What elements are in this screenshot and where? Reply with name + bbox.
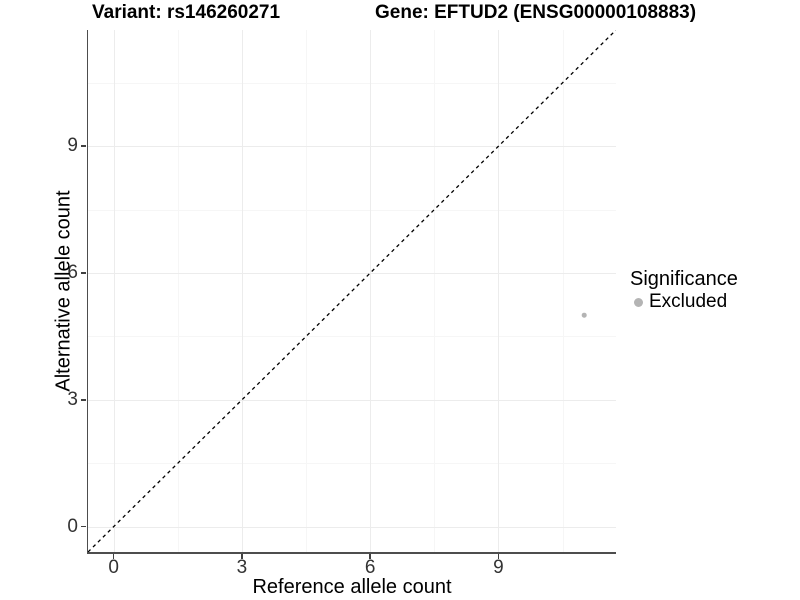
y-axis-title: Alternative allele count	[52, 190, 75, 392]
x-tick-label: 3	[236, 557, 248, 578]
minor-gridline-horizontal	[88, 463, 616, 465]
x-axis-title: Reference allele count	[252, 576, 452, 598]
x-tick-label: 0	[108, 557, 119, 578]
legend-title: Significance	[630, 268, 738, 290]
y-tick-mark	[81, 272, 86, 274]
major-gridline-horizontal	[88, 399, 616, 401]
minor-gridline-vertical	[306, 30, 308, 552]
y-tick-label: 9	[67, 135, 78, 157]
y-axis-line	[86, 30, 88, 554]
y-tick-mark	[81, 399, 86, 401]
x-tick-mark	[112, 553, 115, 559]
data-point-excluded	[581, 313, 587, 318]
legend: Significance Excluded	[630, 268, 738, 313]
y-tick-mark	[81, 145, 86, 147]
y-tick-label: 6	[67, 262, 78, 284]
major-gridline-horizontal	[88, 526, 616, 528]
identity-dashed-line	[88, 30, 616, 552]
legend-entries: Excluded	[630, 291, 738, 313]
y-tick-label: 0	[67, 515, 78, 537]
y-tick-mark	[81, 525, 86, 528]
legend-entry-label: Excluded	[649, 291, 728, 312]
x-tick-mark	[241, 553, 243, 559]
x-tick-label: 9	[493, 557, 504, 578]
minor-gridline-horizontal	[88, 82, 616, 84]
minor-gridline-vertical	[434, 30, 436, 552]
x-axis-line	[86, 552, 616, 554]
gene-title: Gene: EFTUD2 (ENSG00000108883)	[375, 2, 697, 23]
y-tick-label: 3	[67, 388, 78, 410]
x-tick-mark	[497, 553, 500, 559]
major-gridline-horizontal	[88, 273, 616, 275]
plot-panel	[88, 30, 616, 552]
minor-gridline-vertical	[562, 30, 564, 552]
variant-title: Variant: rs146260271	[92, 2, 281, 23]
legend-entry-excluded: Excluded	[630, 291, 738, 313]
major-gridline-vertical	[498, 30, 500, 552]
legend-key	[630, 294, 647, 311]
minor-gridline-horizontal	[88, 209, 616, 211]
major-gridline-horizontal	[88, 146, 616, 148]
minor-gridline-vertical	[177, 30, 179, 552]
major-gridline-vertical	[113, 30, 115, 552]
legend-point-icon	[634, 297, 643, 307]
x-tick-mark	[369, 553, 371, 559]
minor-gridline-horizontal	[88, 336, 616, 338]
x-tick-label: 6	[364, 557, 376, 578]
major-gridline-vertical	[241, 30, 243, 552]
major-gridline-vertical	[370, 30, 372, 552]
